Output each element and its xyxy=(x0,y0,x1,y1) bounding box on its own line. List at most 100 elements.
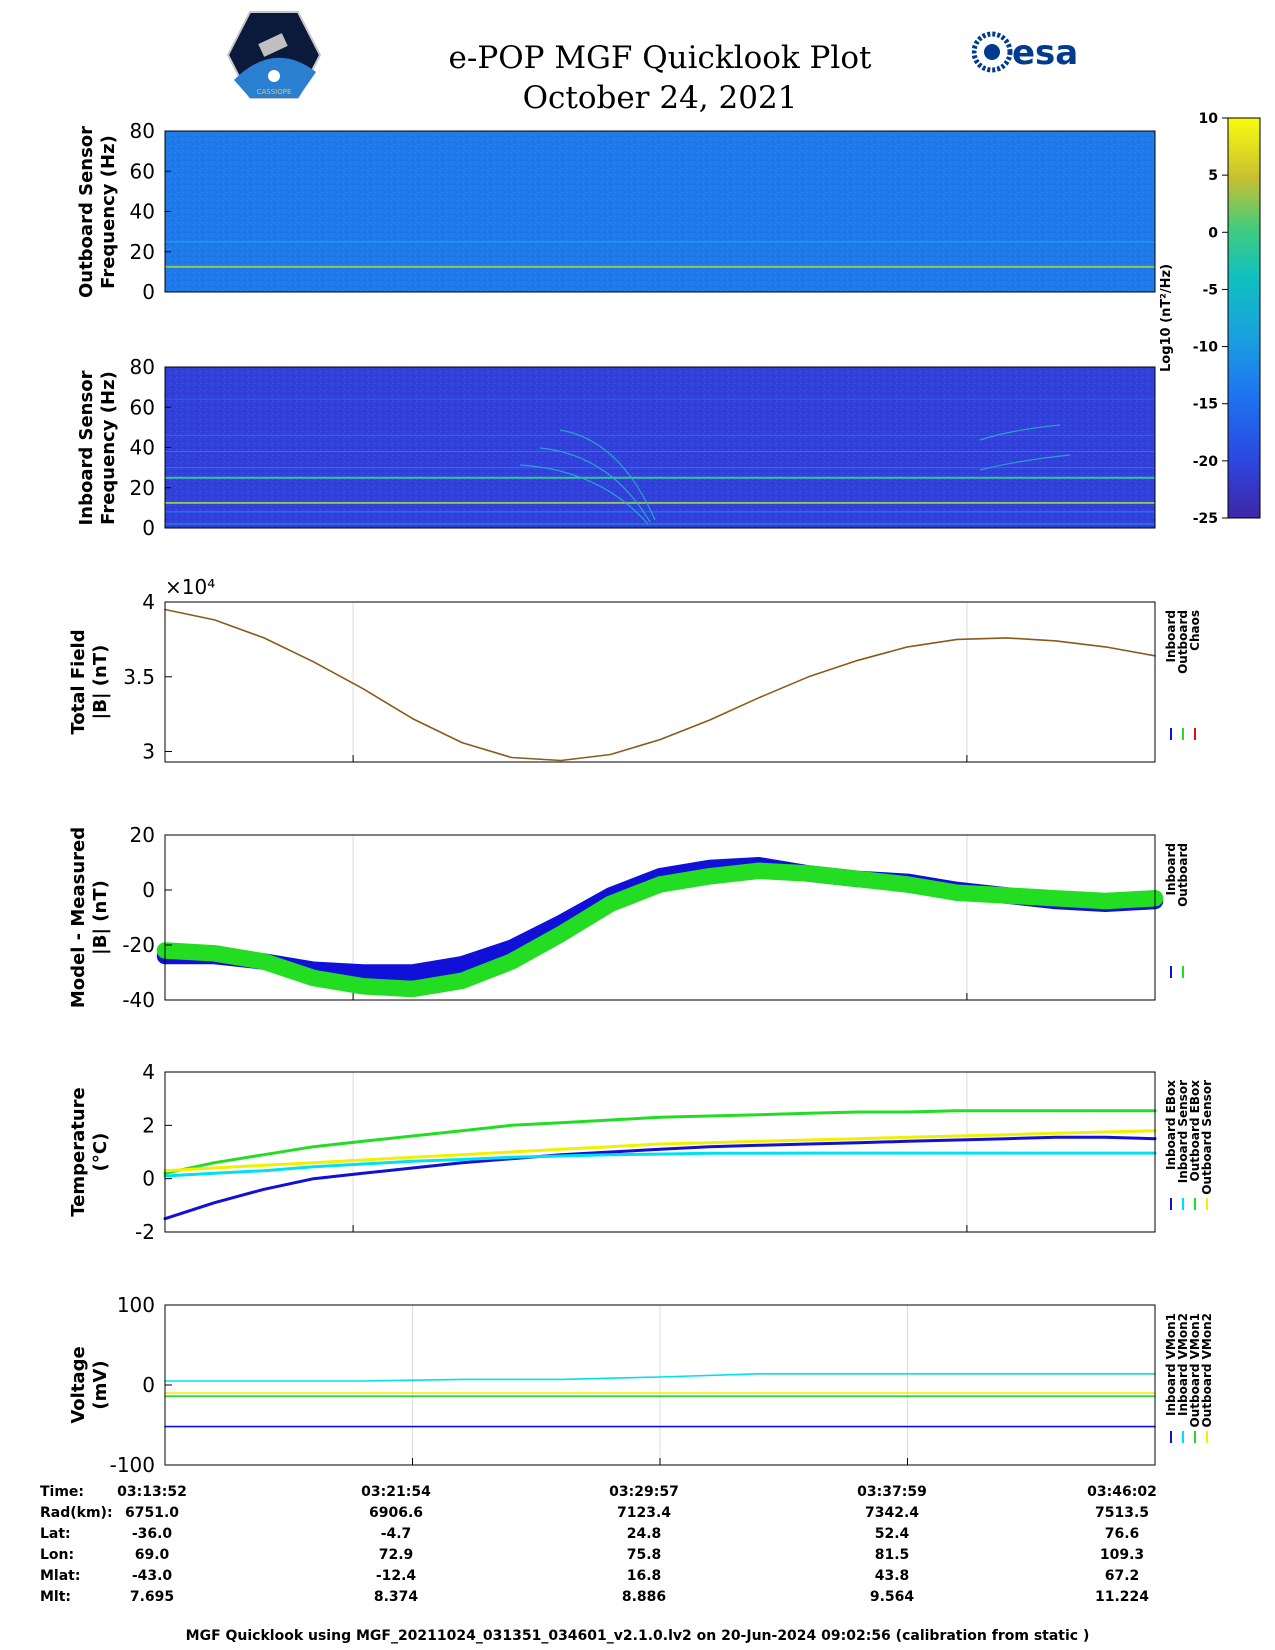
orbit-table-cell: 6751.0 xyxy=(124,1505,180,1521)
inboard-spectrogram-ytick-label: 40 xyxy=(130,436,155,460)
orbit-table-cell: -36.0 xyxy=(131,1526,173,1542)
orbit-table-cell: 52.4 xyxy=(874,1526,910,1542)
total-field-legend-label: Inboard xyxy=(1164,610,1178,662)
colorbar-tick-label: -15 xyxy=(1193,397,1218,413)
total-field-background xyxy=(165,602,1155,762)
orbit-table-cell: 8.886 xyxy=(621,1589,667,1605)
orbit-table-label: Lon: xyxy=(40,1547,75,1563)
orbit-table-cell: 67.2 xyxy=(1104,1568,1140,1584)
orbit-table-cell: 6906.6 xyxy=(368,1505,424,1521)
orbit-table-label: Lat: xyxy=(40,1526,71,1542)
temperature-ytick-label: -2 xyxy=(135,1220,155,1244)
voltage-legend-label: Outboard VMon1 xyxy=(1188,1313,1202,1427)
temperature-legend-label: Inboard Sensor xyxy=(1176,1080,1190,1183)
model-measured-series-1 xyxy=(156,862,1164,998)
model-measured-ytick-label: 20 xyxy=(130,823,155,847)
orbit-table-cell: 03:21:54 xyxy=(361,1484,431,1500)
colorbar: 10 5 0 -5 -10 -15 -20 -25 Log10 (nT²/Hz) xyxy=(1159,111,1261,527)
orbit-table-row: Rad(km): 6751.0 6906.6 7123.4 7342.4 7513.5 xyxy=(40,1505,1240,1525)
colorbar-tick-label: -10 xyxy=(1193,340,1219,356)
outboard-ylabel-line2: Frequency (Hz) xyxy=(98,135,119,289)
outboard-ylabel-line1: Outboard Sensor xyxy=(76,126,97,298)
total-field-exponent: ×10⁴ xyxy=(165,575,215,599)
total-field-ylabel: |B| (nT) xyxy=(90,645,111,720)
orbit-table-cell: 7123.4 xyxy=(616,1505,672,1521)
voltage-ylabel: Voltage xyxy=(68,1346,89,1423)
orbit-table-cell: 03:46:02 xyxy=(1087,1484,1157,1500)
colorbar-tick-label: 10 xyxy=(1199,111,1219,127)
inboard-spectrogram-area xyxy=(165,367,1155,528)
temperature-ytick-label: 4 xyxy=(142,1060,155,1084)
temperature-legend-label: Inboard EBox xyxy=(1164,1080,1178,1170)
inboard-spectrogram-ytick-label: 60 xyxy=(130,395,155,419)
voltage-series-1 xyxy=(164,1373,1156,1382)
model-measured-ylabel: Model - Measured xyxy=(68,827,89,1008)
orbit-table-cell: 16.8 xyxy=(626,1568,662,1584)
model-measured-plot: 20 0 -20 -40 Model - Measured |B| (nT) Inboard… xyxy=(68,823,1190,1012)
total-field-series-0 xyxy=(164,608,1156,762)
total-field-plot: 4 3.5 3 Total Field |B| (nT) ×10⁴ InboardOutbo… xyxy=(68,575,1202,764)
cassiope-logo: CASSIOPE xyxy=(226,10,322,100)
voltage-legend-label: Inboard VMon1 xyxy=(1164,1313,1178,1416)
orbit-table-cell: 69.0 xyxy=(134,1547,170,1563)
temperature-series-3 xyxy=(163,1129,1157,1173)
temperature-series-1 xyxy=(163,1151,1157,1178)
orbit-table-cell: 76.6 xyxy=(1104,1526,1140,1542)
outboard-spectrogram: 80 60 40 20 0 Outboard Sensor Frequency (Hz) xyxy=(76,119,1156,304)
total-field-ylabel: Total Field xyxy=(68,629,89,734)
orbit-table-cell: 24.8 xyxy=(626,1526,662,1542)
temperature-series-2 xyxy=(163,1109,1157,1175)
orbit-table-cell: 8.374 xyxy=(373,1589,419,1605)
total-field-ytick-label: 3.5 xyxy=(123,665,155,689)
temperature-legend-label: Outboard Sensor xyxy=(1200,1080,1214,1195)
orbit-table-cell: 81.5 xyxy=(874,1547,910,1563)
voltage-legend-label: Inboard VMon2 xyxy=(1176,1313,1190,1416)
model-measured-ytick-label: 0 xyxy=(142,878,155,902)
orbit-table-row: Mlt: 7.695 8.374 8.886 9.564 11.224 xyxy=(40,1589,1240,1609)
inboard-spectrogram-ytick-label: 80 xyxy=(130,355,155,379)
outboard-spectrogram-ytick-label: 0 xyxy=(142,280,155,304)
temperature-ytick-label: 2 xyxy=(142,1113,155,1137)
temperature-series-0 xyxy=(163,1135,1157,1221)
orbit-table-row: Time: 03:13:52 03:21:54 03:29:57 03:37:59 03:… xyxy=(40,1484,1240,1504)
inboard-spectrogram-ytick-label: 20 xyxy=(130,476,155,500)
orbit-table-label: Time: xyxy=(40,1484,85,1500)
voltage-legend-label: Outboard VMon2 xyxy=(1200,1313,1214,1427)
orbit-table-row: Lon: 69.0 72.9 75.8 81.5 109.3 xyxy=(40,1547,1240,1567)
esa-logo-text: esa xyxy=(1012,33,1078,73)
model-measured-legend-label: Inboard xyxy=(1164,843,1178,895)
orbit-table-cell: 03:13:52 xyxy=(117,1484,187,1500)
total-field-ytick-label: 3 xyxy=(142,740,155,764)
total-field-legend-label: Chaos xyxy=(1188,610,1202,651)
footer-caption: MGF Quicklook using MGF_20211024_031351_… xyxy=(185,1628,1090,1644)
voltage-ytick-label: -100 xyxy=(110,1453,155,1477)
orbit-table-cell: 03:37:59 xyxy=(857,1484,927,1500)
total-field-ytick-label: 4 xyxy=(142,590,155,614)
total-field-frame xyxy=(164,601,1156,763)
orbit-table-cell: 03:29:57 xyxy=(609,1484,679,1500)
outboard-spectrogram-ytick-label: 20 xyxy=(130,240,155,264)
colorbar-gradient xyxy=(1227,117,1261,519)
colorbar-tick-label: -25 xyxy=(1193,511,1218,527)
orbit-table-cell: 72.9 xyxy=(378,1547,414,1563)
orbit-table-cell: -43.0 xyxy=(131,1568,173,1584)
outboard-spectrogram-area xyxy=(165,131,1155,292)
colorbar-tick-label: 5 xyxy=(1208,168,1218,184)
orbit-table-cell: 75.8 xyxy=(626,1547,662,1563)
voltage-ytick-label: 0 xyxy=(142,1373,155,1397)
colorbar-tick-label: -20 xyxy=(1193,454,1219,470)
inboard-ylabel-line2: Frequency (Hz) xyxy=(98,371,119,525)
title-line1: e-POP MGF Quicklook Plot xyxy=(448,40,872,76)
orbit-table-label: Rad(km): xyxy=(40,1505,113,1521)
orbit-table-cell: -4.7 xyxy=(380,1526,412,1542)
orbit-table-cell: -12.4 xyxy=(375,1568,417,1584)
outboard-spectrogram-ytick-label: 60 xyxy=(130,159,155,183)
temperature-frame xyxy=(164,1071,1156,1233)
orbit-table-row: Mlat: -43.0 -12.4 16.8 43.8 67.2 xyxy=(40,1568,1240,1588)
model-measured-ylabel: |B| (nT) xyxy=(90,880,111,955)
orbit-table-cell: 109.3 xyxy=(1099,1547,1145,1563)
orbit-table-cell: 7513.5 xyxy=(1094,1505,1150,1521)
inboard-spectrogram: 80 60 40 20 0 Inboard Sensor Frequency (Hz) xyxy=(76,355,1156,540)
voltage-plot: 100 0 -100 Voltage (mV) Inboard VMon1Inboard … xyxy=(68,1293,1214,1477)
